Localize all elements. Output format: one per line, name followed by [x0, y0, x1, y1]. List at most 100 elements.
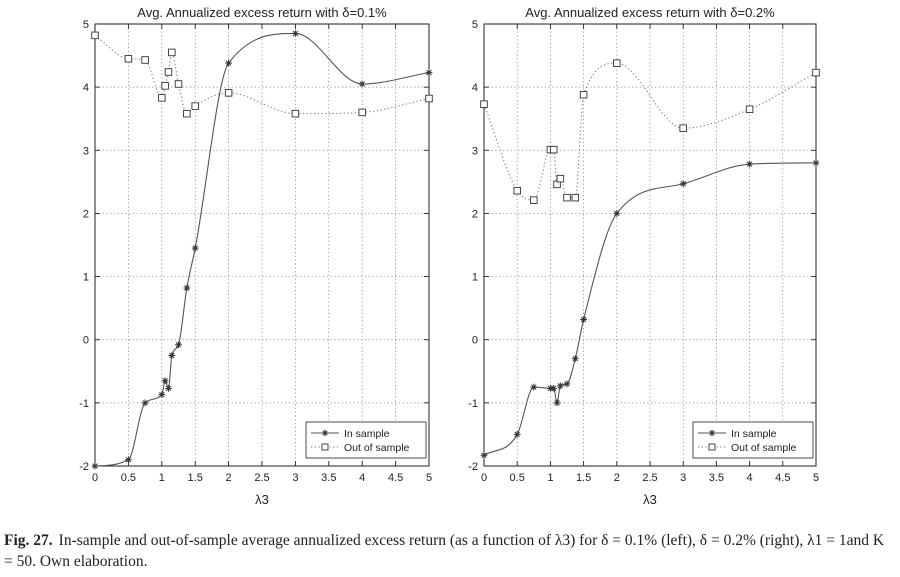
- data-point-square: [358, 108, 366, 117]
- x-tick-label: 3.5: [321, 472, 336, 484]
- x-axis-label: λ3: [643, 492, 657, 507]
- caption-label: Fig. 27.: [4, 532, 53, 549]
- data-point-square: [613, 59, 621, 67]
- x-tick-label: 0.5: [510, 472, 525, 484]
- data-point-square: [174, 80, 183, 88]
- data-point-star: [168, 352, 176, 359]
- y-tick-label: 5: [472, 19, 478, 31]
- data-point-star: [530, 383, 538, 391]
- x-tick-label: 4: [747, 472, 753, 484]
- data-point-square: [530, 196, 538, 204]
- x-tick-label: 4.5: [388, 472, 403, 484]
- data-point-square: [124, 54, 133, 63]
- data-point-star: [91, 462, 99, 470]
- data-point-square: [291, 109, 300, 118]
- data-point-star: [480, 451, 488, 459]
- y-tick-label: 0: [83, 335, 89, 347]
- chart-title: Avg. Annualized excess return with δ=0.2…: [525, 5, 775, 20]
- legend-label: In sample: [731, 428, 777, 440]
- data-point-star: [158, 391, 166, 399]
- data-point-square: [158, 94, 166, 102]
- data-point-star: [553, 399, 561, 407]
- data-point-star: [292, 30, 299, 37]
- x-tick-label: 1.5: [576, 472, 591, 484]
- axes-frame: [483, 23, 817, 467]
- y-tick-label: -1: [79, 398, 89, 410]
- chart-panel-right: 0 0.5 1 1.5 2 2.5 3 3.5 4 4.5 5 5 4 3 2 1 0 -1 -2 Avg. Annu…: [468, 5, 820, 507]
- y-tick-label: 2: [83, 208, 89, 220]
- data-point-square: [425, 94, 433, 103]
- x-tick-label: 3: [680, 472, 686, 484]
- data-point-square: [191, 102, 199, 110]
- data-point-star: [191, 244, 199, 252]
- data-point-square: [161, 82, 169, 90]
- x-tick-label: 1: [159, 472, 165, 484]
- legend-marker-square: [321, 443, 329, 451]
- data-point-square: [812, 68, 820, 77]
- y-tick-label: 2: [472, 208, 478, 220]
- data-point-star: [580, 316, 587, 323]
- chart-title: Avg. Annualized excess return with δ=0.1…: [137, 5, 387, 20]
- y-tick-label: -2: [79, 461, 89, 473]
- data-point-star: [513, 431, 521, 438]
- x-tick-label: 1.5: [188, 472, 203, 484]
- legend-label: In sample: [344, 428, 390, 440]
- data-point-star: [183, 284, 191, 292]
- data-point-star: [125, 456, 132, 464]
- data-point-square: [480, 100, 488, 108]
- y-tick-label: 4: [472, 82, 478, 94]
- y-tick-label: 0: [472, 335, 478, 347]
- data-point-square: [183, 109, 191, 118]
- data-point-star: [563, 380, 571, 388]
- legend-label: Out of sample: [344, 442, 410, 454]
- data-point-square: [745, 105, 754, 113]
- legend-marker-star: [708, 429, 716, 437]
- legend-marker-square: [708, 443, 716, 451]
- data-point-square: [549, 145, 558, 154]
- x-tick-label: 3.5: [709, 472, 724, 484]
- data-point-star: [746, 160, 753, 168]
- data-point-star: [161, 377, 169, 385]
- data-point-star: [165, 384, 172, 392]
- x-tick-label: 0: [92, 472, 98, 484]
- legend-marker-star: [321, 429, 329, 437]
- y-tick-label: -2: [468, 461, 478, 473]
- data-point-square: [563, 193, 571, 202]
- legend-box: [305, 421, 427, 459]
- data-point-square: [579, 90, 588, 99]
- data-point-star: [812, 159, 820, 167]
- x-tick-label: 5: [813, 472, 819, 484]
- y-tick-label: 1: [83, 272, 89, 284]
- data-point-square: [141, 56, 149, 64]
- y-tick-label: 5: [83, 19, 89, 31]
- data-point-star: [571, 355, 579, 363]
- x-tick-label: 2.5: [254, 472, 269, 484]
- legend-box: [692, 421, 814, 459]
- data-point-square: [91, 31, 99, 40]
- y-tick-label: 4: [83, 82, 89, 94]
- y-tick-label: 1: [472, 272, 478, 284]
- x-tick-label: 0: [481, 472, 487, 484]
- data-point-square: [164, 68, 173, 76]
- data-point-star: [556, 382, 564, 390]
- data-point-star: [175, 341, 182, 349]
- y-tick-label: 3: [472, 145, 478, 157]
- axes-frame: [94, 23, 430, 467]
- data-point-star: [550, 384, 558, 392]
- x-tick-label: 2.5: [642, 472, 657, 484]
- data-point-star: [613, 210, 621, 217]
- caption-text: In-sample and out-of-sample average annu…: [4, 532, 885, 570]
- y-tick-label: 3: [83, 145, 89, 157]
- data-point-star: [679, 180, 687, 188]
- x-tick-label: 3: [292, 472, 298, 484]
- chart-panel-left: 0 0.5 1 1.5 2 2.5 3 3.5 4 4.5 5 5 4 3 2 1 0 -1 -2 Avg. Annu…: [79, 5, 433, 507]
- data-point-star: [141, 399, 149, 407]
- figure: 0 0.5 1 1.5 2 2.5 3 3.5 4 4.5 5 5 4 3 2 1 0 -1 -2 Avg. Annu…: [79, 5, 820, 507]
- figure-caption: Fig. 27. In-sample and out-of-sample aver…: [4, 530, 896, 572]
- y-tick-label: -1: [468, 398, 478, 410]
- x-axis-label: λ3: [255, 492, 269, 507]
- data-point-star: [425, 69, 433, 77]
- x-tick-label: 4: [359, 472, 365, 484]
- data-point-star: [358, 80, 366, 88]
- data-point-square: [224, 89, 233, 97]
